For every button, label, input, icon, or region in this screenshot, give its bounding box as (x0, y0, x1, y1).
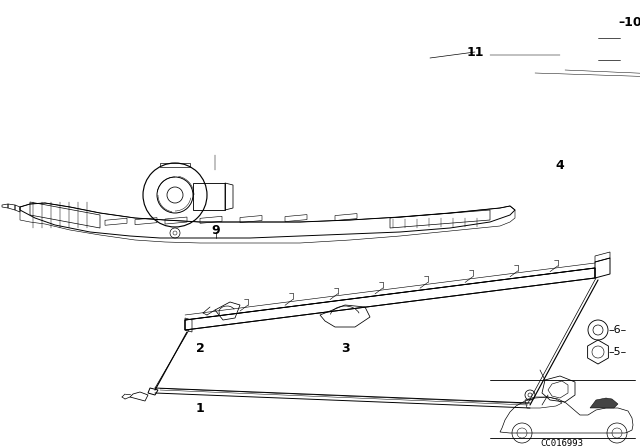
Text: 11: 11 (467, 46, 484, 59)
Text: 3: 3 (340, 341, 349, 354)
Text: 9: 9 (212, 224, 220, 237)
Text: –10: –10 (618, 16, 640, 29)
Text: –5–: –5– (608, 347, 627, 357)
Polygon shape (590, 398, 618, 408)
Text: –6–: –6– (608, 325, 627, 335)
Text: 1: 1 (196, 401, 204, 414)
Text: 4: 4 (556, 159, 564, 172)
Text: CC016993: CC016993 (541, 439, 584, 448)
Text: 2: 2 (196, 341, 204, 354)
